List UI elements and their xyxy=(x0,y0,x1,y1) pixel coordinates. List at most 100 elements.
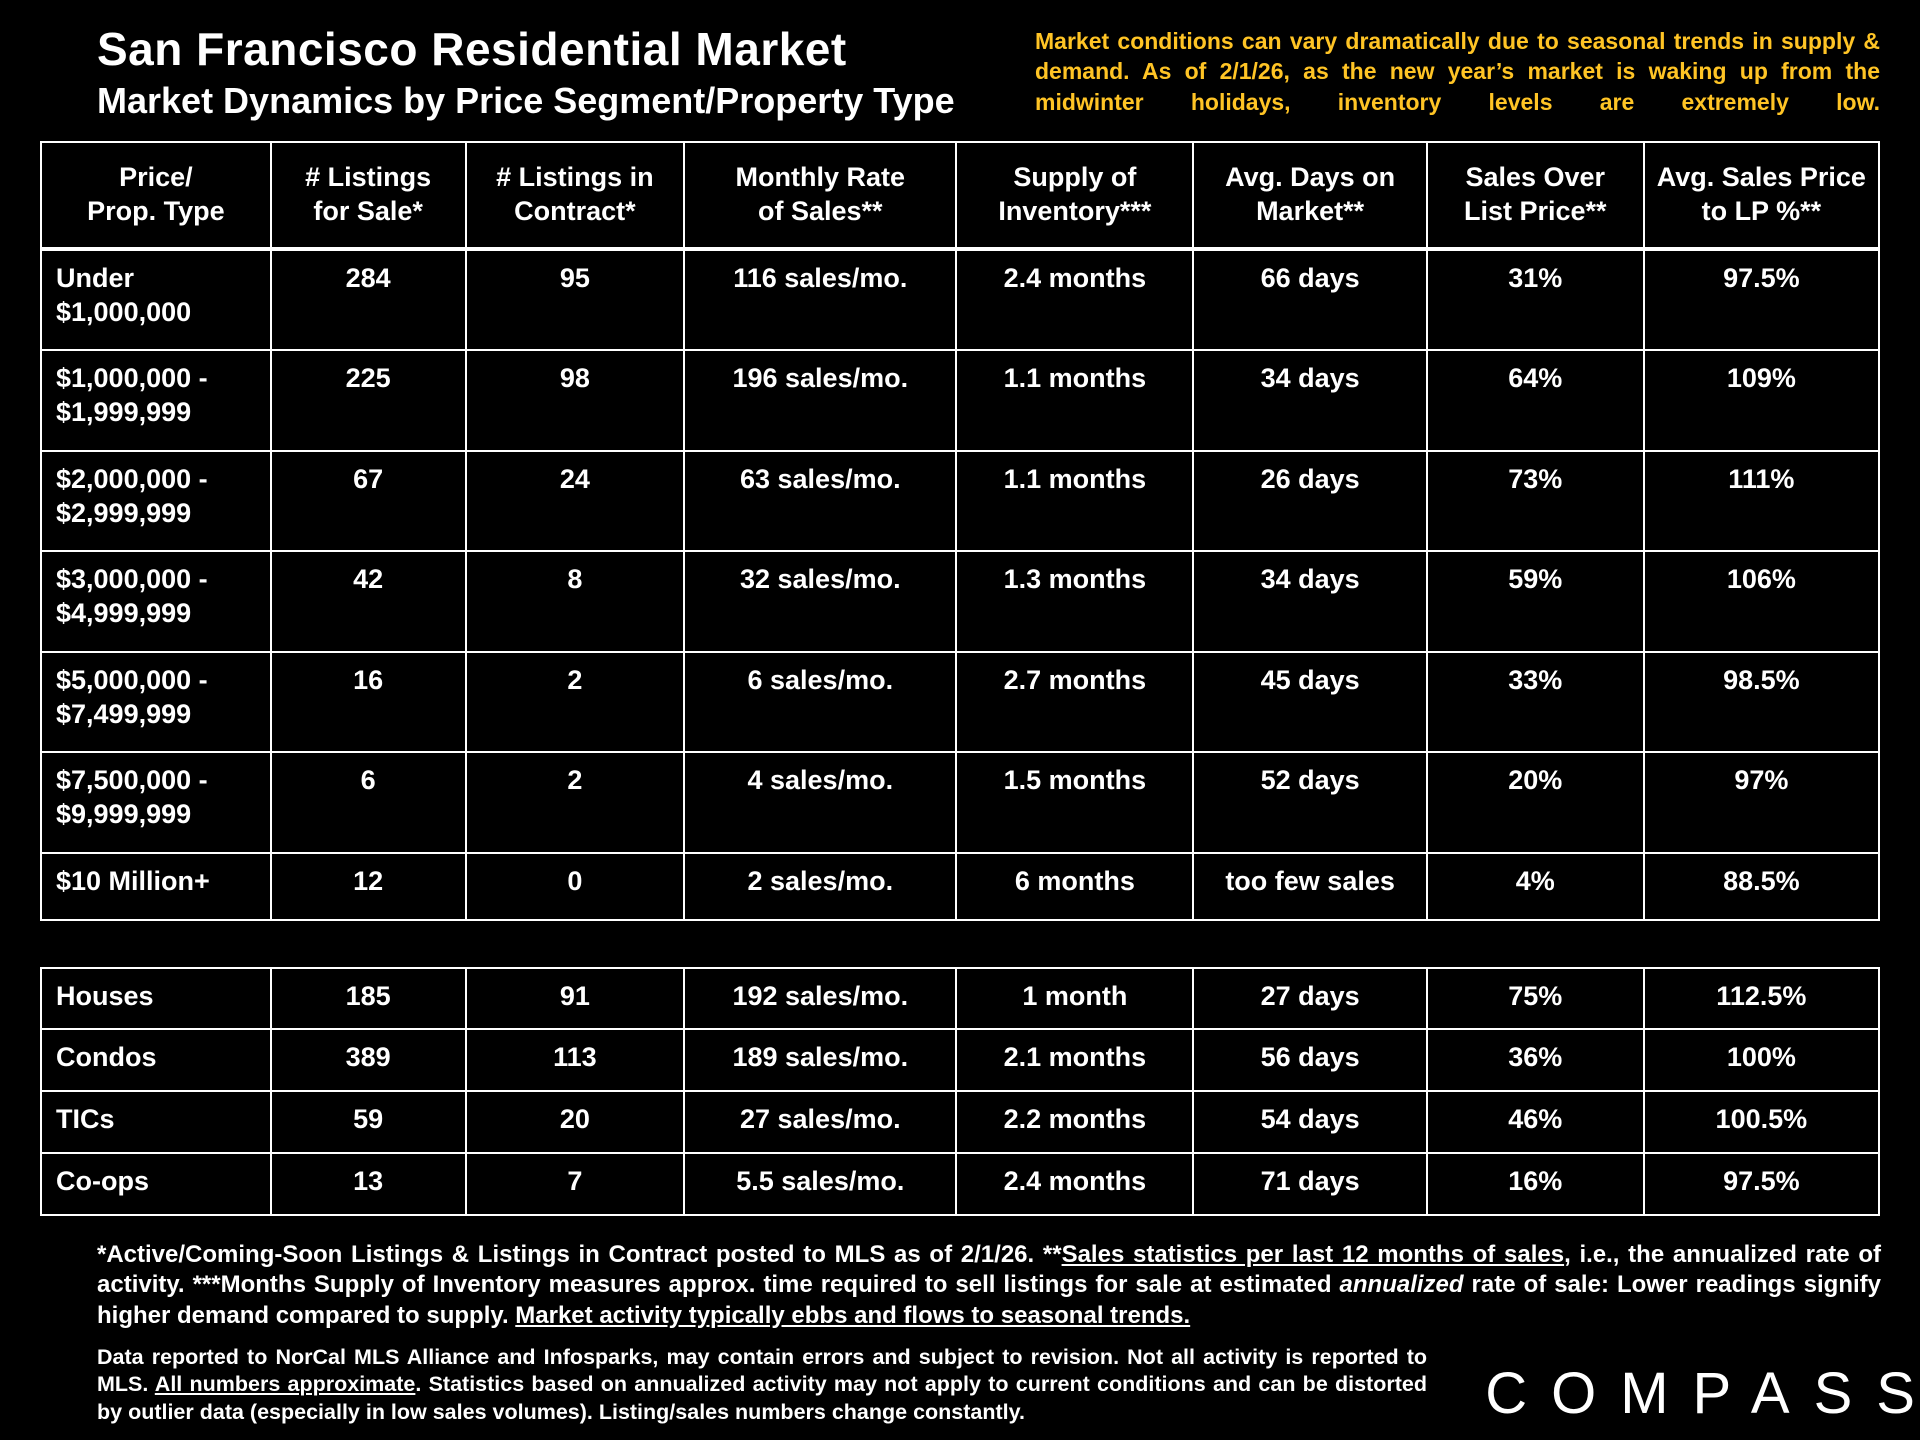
table-cell: 67 xyxy=(269,449,467,553)
table-cell: 6 months xyxy=(955,851,1195,921)
table-row: Under $1,000,000 284 95 116 sales/mo. 2.4 mo… xyxy=(40,247,1881,352)
table-cell: 2 xyxy=(464,650,686,754)
table-cell: 284 xyxy=(269,247,467,352)
page-title: San Francisco Residential Market xyxy=(97,23,847,75)
table-cell: 73% xyxy=(1425,449,1645,553)
table-cell: 5.5 sales/mo. xyxy=(683,1151,958,1216)
table-cell: 46% xyxy=(1425,1090,1645,1154)
table-row: $2,000,000 - $2,999,999 67 24 63 sales/mo. 1… xyxy=(40,449,1881,553)
table-cell: 8 xyxy=(464,550,686,653)
table-cell: 31% xyxy=(1425,247,1645,352)
table-cell: 109% xyxy=(1642,349,1881,452)
table-cell: 100.5% xyxy=(1642,1090,1881,1154)
table-header: Price/ Prop. Type # Listings for Sale* #… xyxy=(40,140,1881,251)
table-cell: 36% xyxy=(1425,1028,1645,1093)
table-cell: 2.4 months xyxy=(955,247,1195,352)
row-label: Under $1,000,000 xyxy=(40,247,272,352)
table-cell: 7 xyxy=(464,1151,686,1216)
table-cell: 4% xyxy=(1425,851,1645,921)
table-cell: 6 sales/mo. xyxy=(683,650,958,754)
table-cell: 27 sales/mo. xyxy=(683,1090,958,1154)
col-header-avg-days-on-market: Avg. Days on Market** xyxy=(1192,140,1428,251)
table-cell: 2 sales/mo. xyxy=(683,851,958,921)
table-cell: 64% xyxy=(1425,349,1645,452)
table-cell: 100% xyxy=(1642,1028,1881,1093)
table-cell: 1.5 months xyxy=(955,751,1195,854)
table-cell: 1.3 months xyxy=(955,550,1195,653)
table-cell: 192 sales/mo. xyxy=(683,966,958,1031)
footnote-segment: , i.e., the annualized rate of activity.… xyxy=(97,1240,1881,1299)
table-cell: 12 xyxy=(269,851,467,921)
table-cell: 34 days xyxy=(1192,349,1428,452)
row-label: $3,000,000 - $4,999,999 xyxy=(40,550,272,653)
footnote-segment: . Statistics based on annualized activit… xyxy=(97,1372,1427,1424)
table-cell: 52 days xyxy=(1192,751,1428,854)
table-cell: 98.5% xyxy=(1642,650,1881,754)
table-cell: 1.1 months xyxy=(955,349,1195,452)
table-cell: 54 days xyxy=(1192,1090,1428,1154)
table-cell: 45 days xyxy=(1192,650,1428,754)
footnote-segment: rate of sale: Lower readings signify hig… xyxy=(97,1271,1881,1329)
table-cell: 63 sales/mo. xyxy=(683,449,958,553)
table-cell: 97.5% xyxy=(1642,1151,1881,1216)
row-label: TICs xyxy=(40,1090,272,1154)
table-cell: 16 xyxy=(269,650,467,754)
table-cell: 116 sales/mo. xyxy=(683,247,958,352)
table-cell: 59 xyxy=(269,1090,467,1154)
table-cell: 24 xyxy=(464,449,686,553)
table-cell: 2.2 months xyxy=(955,1090,1195,1154)
col-header-listings-for-sale: # Listings for Sale* xyxy=(269,140,467,251)
table-cell: 185 xyxy=(269,966,467,1031)
row-label: $5,000,000 - $7,499,999 xyxy=(40,650,272,754)
table-cell: 88.5% xyxy=(1642,851,1881,921)
table-cell: 112.5% xyxy=(1642,966,1881,1031)
table-row: Condos 389 113 189 sales/mo. 2.1 months 56 da… xyxy=(40,1028,1881,1093)
footnote-segment: *Active/Coming-Soon Listings & Listings … xyxy=(97,1240,1062,1268)
table-cell: 16% xyxy=(1425,1151,1645,1216)
table-cell: 97% xyxy=(1642,751,1881,854)
col-header-listings-in-contract: # Listings in Contract* xyxy=(464,140,686,251)
table-cell: 42 xyxy=(269,550,467,653)
table-cell: 389 xyxy=(269,1028,467,1093)
row-label: $7,500,000 - $9,999,999 xyxy=(40,751,272,854)
price-segment-rows: Under $1,000,000 284 95 116 sales/mo. 2.4 mo… xyxy=(40,247,1881,921)
table-cell: 97.5% xyxy=(1642,247,1881,352)
table-row: Co-ops 13 7 5.5 sales/mo. 2.4 months 71 days 1… xyxy=(40,1151,1881,1216)
row-label: $2,000,000 - $2,999,999 xyxy=(40,449,272,553)
table-row: TICs 59 20 27 sales/mo. 2.2 months 54 days 46%… xyxy=(40,1090,1881,1154)
table-cell: 27 days xyxy=(1192,966,1428,1031)
col-header-supply-of-inventory: Supply of Inventory*** xyxy=(955,140,1195,251)
footnote-segment: annualized xyxy=(1339,1271,1464,1299)
table-cell: 66 days xyxy=(1192,247,1428,352)
table-cell: 196 sales/mo. xyxy=(683,349,958,452)
table-row: $1,000,000 - $1,999,999 225 98 196 sales/mo… xyxy=(40,349,1881,452)
table-cell: 98 xyxy=(464,349,686,452)
footnote-segment: Market activity typically ebbs and flows… xyxy=(515,1301,1191,1329)
footnote-disclaimer: Data reported to NorCal MLS Alliance and… xyxy=(97,1344,1427,1426)
table-cell: 59% xyxy=(1425,550,1645,653)
table-cell: 1 month xyxy=(955,966,1195,1031)
col-header-monthly-rate-of-sales: Monthly Rate of Sales** xyxy=(683,140,958,251)
table-cell: 20% xyxy=(1425,751,1645,854)
table-cell: 56 days xyxy=(1192,1028,1428,1093)
table-cell: 13 xyxy=(269,1151,467,1216)
property-type-table: Houses 185 91 192 sales/mo. 1 month 27 days 75… xyxy=(40,966,1881,1216)
table-cell: 4 sales/mo. xyxy=(683,751,958,854)
price-segment-table: Price/ Prop. Type # Listings for Sale* #… xyxy=(40,140,1881,921)
col-header-price-prop-type: Price/ Prop. Type xyxy=(40,140,272,251)
title-block: San Francisco Residential Market Market … xyxy=(97,23,955,121)
table-cell: 2.1 months xyxy=(955,1028,1195,1093)
table-cell: 2.7 months xyxy=(955,650,1195,754)
footnote-segment: Sales statistics per last 12 months of s… xyxy=(1061,1240,1565,1268)
table-row: $10 Million+ 12 0 2 sales/mo. 6 months too fe… xyxy=(40,851,1881,921)
row-label: $1,000,000 - $1,999,999 xyxy=(40,349,272,452)
table-row: $7,500,000 - $9,999,999 6 2 4 sales/mo. 1.5 … xyxy=(40,751,1881,854)
col-header-avg-sales-price-to-lp: Avg. Sales Price to LP %** xyxy=(1642,140,1881,251)
table-cell: 0 xyxy=(464,851,686,921)
table-cell: 6 xyxy=(269,751,467,854)
header-row: Price/ Prop. Type # Listings for Sale* #… xyxy=(40,140,1881,251)
property-type-rows: Houses 185 91 192 sales/mo. 1 month 27 days 75… xyxy=(40,966,1881,1216)
table-row: $3,000,000 - $4,999,999 42 8 32 sales/mo. 1.… xyxy=(40,550,1881,653)
market-note: Market conditions can vary dramatically … xyxy=(1035,28,1880,115)
